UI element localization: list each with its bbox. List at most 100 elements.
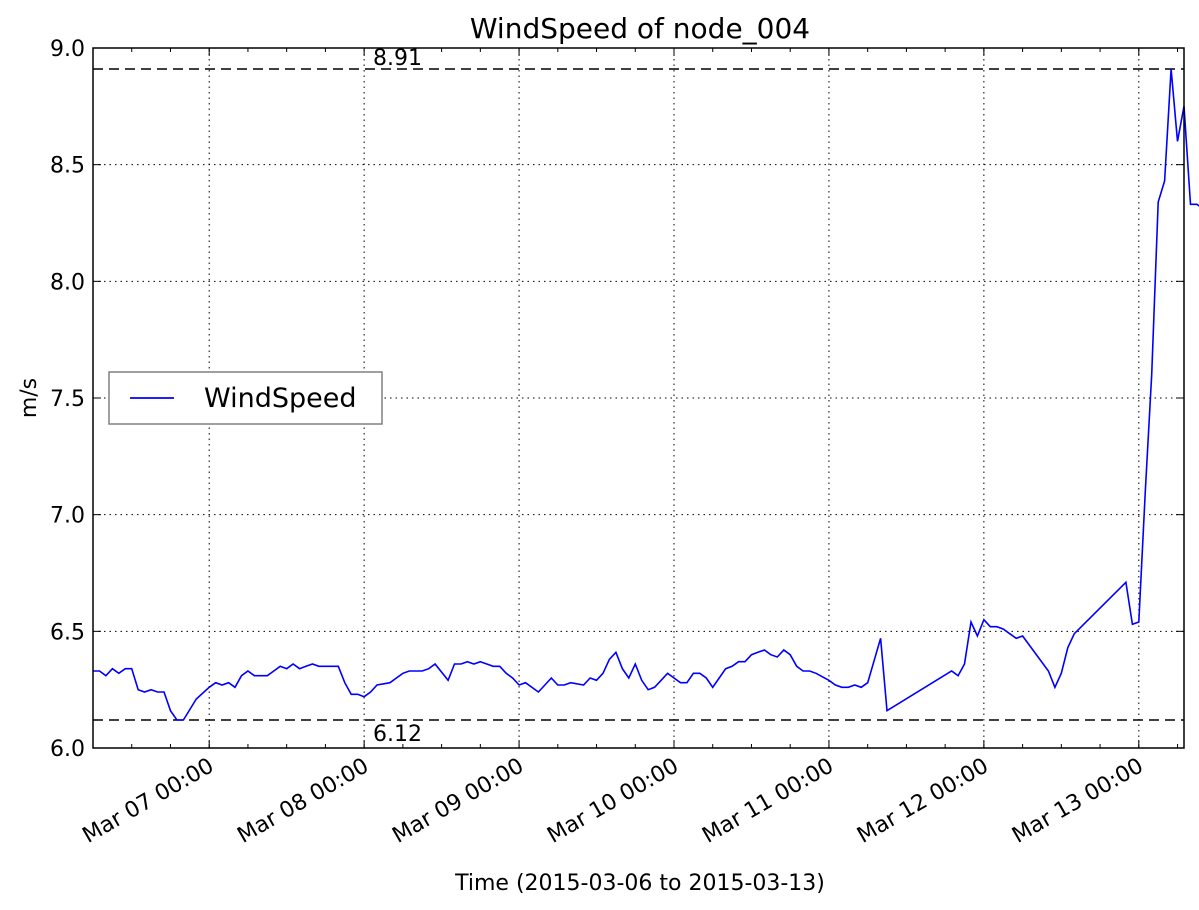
data-point xyxy=(453,663,455,665)
legend-label: WindSpeed xyxy=(204,383,357,414)
data-point xyxy=(1151,374,1153,376)
data-point xyxy=(886,710,888,712)
y-tick-label: 7.0 xyxy=(50,504,85,529)
data-point xyxy=(692,672,694,674)
data-point xyxy=(950,670,952,672)
data-point xyxy=(983,619,985,621)
data-point xyxy=(176,719,178,721)
data-point xyxy=(163,691,165,693)
data-point xyxy=(841,686,843,688)
data-point xyxy=(608,658,610,660)
data-point xyxy=(105,675,107,677)
data-point xyxy=(311,663,313,665)
data-point xyxy=(834,684,836,686)
data-point xyxy=(1047,670,1049,672)
data-point xyxy=(557,684,559,686)
data-point xyxy=(666,672,668,674)
data-point xyxy=(737,661,739,663)
data-point xyxy=(286,668,288,670)
y-tick-label: 6.5 xyxy=(50,620,85,645)
data-point xyxy=(750,654,752,656)
data-point xyxy=(492,665,494,667)
legend: WindSpeed xyxy=(108,371,383,425)
y-axis-label: m/s xyxy=(17,378,42,418)
data-point xyxy=(428,668,430,670)
chart-title: WindSpeed of node_004 xyxy=(470,12,810,45)
y-tick-label: 7.5 xyxy=(50,387,85,412)
data-point xyxy=(1073,633,1075,635)
data-point xyxy=(1060,672,1062,674)
y-tick-label: 6.0 xyxy=(50,737,85,762)
y-axis-ticks: 6.0 6.5 7.0 7.5 8.0 8.5 9.0 xyxy=(50,37,1184,762)
data-point xyxy=(253,675,255,677)
data-point xyxy=(563,684,565,686)
data-point xyxy=(298,668,300,670)
data-point xyxy=(389,682,391,684)
data-point xyxy=(1189,203,1191,205)
data-point xyxy=(324,665,326,667)
data-point xyxy=(660,679,662,681)
data-point xyxy=(169,710,171,712)
data-point xyxy=(847,686,849,688)
y-tick-label: 8.0 xyxy=(50,270,85,295)
data-point xyxy=(240,675,242,677)
data-point xyxy=(1021,635,1023,637)
data-point xyxy=(996,626,998,628)
data-point xyxy=(150,689,152,691)
data-point xyxy=(957,675,959,677)
data-point xyxy=(757,651,759,653)
data-point xyxy=(963,663,965,665)
series-line-windspeed xyxy=(93,68,1199,721)
data-point xyxy=(395,677,397,679)
data-point xyxy=(744,661,746,663)
data-point xyxy=(589,677,591,679)
data-point xyxy=(544,684,546,686)
data-point xyxy=(118,672,120,674)
data-point xyxy=(647,689,649,691)
data-point xyxy=(879,637,881,639)
data-point xyxy=(783,649,785,651)
data-point xyxy=(434,663,436,665)
data-point xyxy=(854,684,856,686)
data-point xyxy=(725,668,727,670)
data-point xyxy=(460,663,462,665)
data-point xyxy=(137,689,139,691)
data-point xyxy=(705,677,707,679)
data-point xyxy=(796,665,798,667)
data-point xyxy=(524,682,526,684)
data-point xyxy=(802,670,804,672)
data-point xyxy=(486,663,488,665)
reference-line-label: 8.91 xyxy=(373,46,422,71)
data-point xyxy=(1176,140,1178,142)
data-point xyxy=(98,670,100,672)
data-point xyxy=(195,698,197,700)
data-point xyxy=(1131,623,1133,625)
data-point xyxy=(1009,633,1011,635)
data-point xyxy=(1163,180,1165,182)
data-point xyxy=(408,670,410,672)
data-point xyxy=(221,684,223,686)
data-point xyxy=(292,663,294,665)
data-point xyxy=(602,672,604,674)
reference-lines: 8.91 6.12 xyxy=(93,46,1184,747)
data-point xyxy=(815,672,817,674)
x-axis-label: Time (2015-03-06 to 2015-03-13) xyxy=(454,871,825,896)
data-point xyxy=(124,668,126,670)
data-point xyxy=(867,682,869,684)
data-point xyxy=(595,679,597,681)
data-point xyxy=(1015,637,1017,639)
data-point xyxy=(634,663,636,665)
data-point xyxy=(376,684,378,686)
data-point xyxy=(976,635,978,637)
data-point xyxy=(156,691,158,693)
data-point xyxy=(686,682,688,684)
data-point xyxy=(111,668,113,670)
data-point xyxy=(273,670,275,672)
data-point xyxy=(227,682,229,684)
data-point xyxy=(641,679,643,681)
data-point xyxy=(537,691,539,693)
reference-line-label: 6.12 xyxy=(373,722,422,747)
data-point xyxy=(402,672,404,674)
x-gridlines xyxy=(208,48,1140,748)
